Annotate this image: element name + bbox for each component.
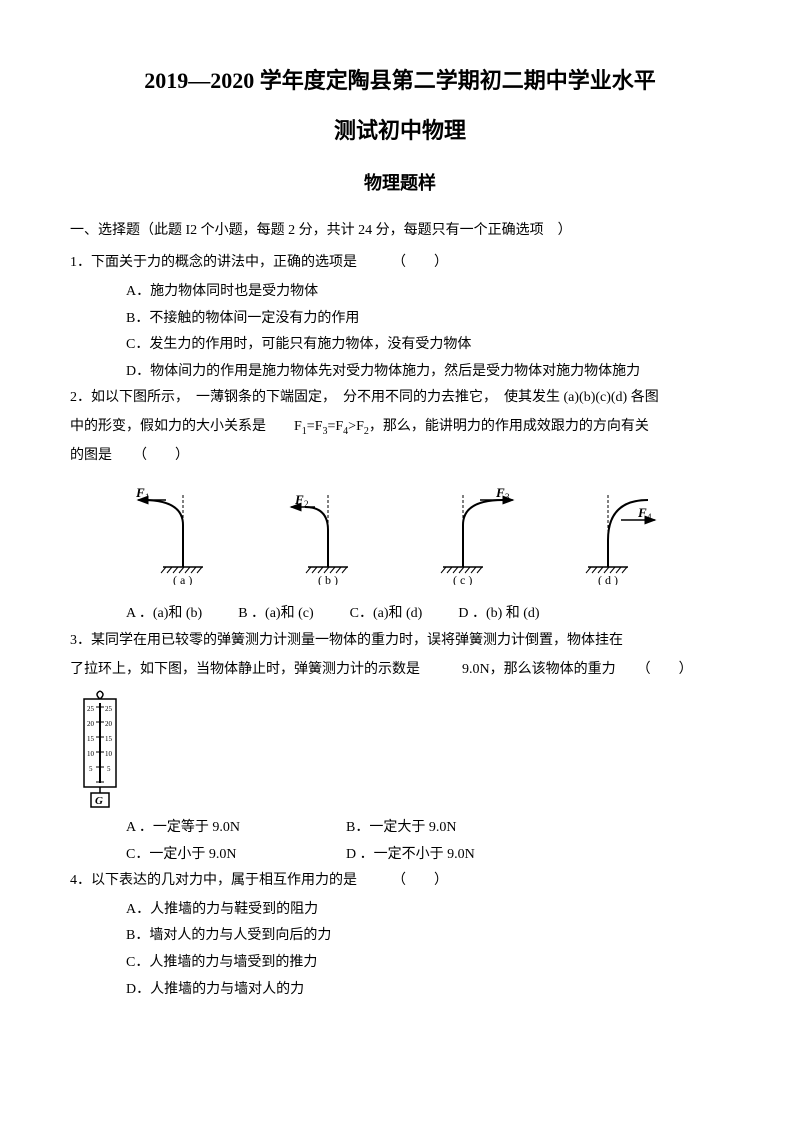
- q2-figure-b: F 2 ( b ): [273, 485, 383, 585]
- svg-text:F: F: [495, 485, 505, 500]
- q3-choice-a: A ．一定等于 9.0N: [126, 815, 346, 842]
- svg-text:F: F: [135, 485, 145, 500]
- svg-text:5: 5: [107, 765, 111, 773]
- svg-text:10: 10: [87, 750, 95, 758]
- q2-stem-2-mid2: =F: [327, 419, 343, 434]
- svg-text:10: 10: [105, 750, 113, 758]
- svg-text:20: 20: [87, 720, 95, 728]
- svg-text:( a ): ( a ): [173, 573, 192, 585]
- q4-choice-a: A．人推墙的力与鞋受到的阻力: [70, 897, 730, 924]
- q2-figure-d: F 4 ( d ): [563, 485, 673, 585]
- q2-figure-a: F 1 ( a ): [128, 485, 238, 585]
- q4-choice-c: C．人推墙的力与墙受到的推力: [70, 950, 730, 977]
- q2-stem-2-pre: 中的形变，假如力的大小关系是 F: [70, 419, 302, 434]
- svg-text:25: 25: [87, 705, 95, 713]
- q2-choice-a: A ．(a)和 (b): [126, 601, 202, 628]
- q2-figures: F 1 ( a ) F 2 ( b ) F 3 ( c ) F 4 (: [70, 475, 730, 595]
- svg-text:( b ): ( b ): [318, 573, 338, 585]
- q1-choice-d: D．物体间力的作用是施力物体先对受力物体施力，然后是受力物体对施力物体施力: [70, 359, 730, 386]
- q1-choice-b: B．不接触的物体间一定没有力的作用: [70, 306, 730, 333]
- svg-text:F: F: [294, 492, 304, 507]
- svg-text:2: 2: [304, 499, 309, 509]
- q4-choice-d: D．人推墙的力与墙对人的力: [70, 977, 730, 1004]
- title-section: 物理题样: [70, 166, 730, 200]
- svg-text:G: G: [95, 795, 103, 807]
- svg-text:20: 20: [105, 720, 113, 728]
- section-1-header: 一、选择题（此题 I2 个小题，每题 2 分，共计 24 分，每题只有一个正确选…: [70, 218, 730, 245]
- svg-text:F: F: [637, 505, 647, 520]
- q3-choice-b: B．一定大于 9.0N: [346, 815, 566, 842]
- svg-text:5: 5: [89, 765, 93, 773]
- svg-text:( d ): ( d ): [598, 573, 618, 585]
- q1-choice-c: C．发生力的作用时，可能只有施力物体，没有受力物体: [70, 332, 730, 359]
- q3-choices-row2: C．一定小于 9.0N D ．一定不小于 9.0N: [70, 842, 730, 869]
- q2-choice-b: B ．(a)和 (c): [238, 601, 313, 628]
- q2-stem-2-mid3: >F: [348, 419, 364, 434]
- svg-text:3: 3: [505, 492, 510, 502]
- svg-text:15: 15: [105, 735, 113, 743]
- q4-choice-b: B．墙对人的力与人受到向后的力: [70, 923, 730, 950]
- title-sub: 测试初中物理: [70, 110, 730, 152]
- q2-stem-line1: 2．如以下图所示， 一薄钢条的下端固定， 分不用不同的力去推它， 使其发生 (a…: [70, 385, 730, 412]
- q4-stem: 4．以下表达的几对力中，属于相互作用力的是 （ ）: [70, 868, 730, 895]
- q2-choices: A ．(a)和 (b) B ．(a)和 (c) C．(a)和 (d) D ．(b…: [70, 601, 730, 628]
- q1-stem: 1．下面关于力的概念的讲法中，正确的选项是 （ ）: [70, 250, 730, 277]
- q1-choice-a: A．施力物体同时也是受力物体: [70, 279, 730, 306]
- q2-stem-line3: 的图是 （ ）: [70, 443, 730, 470]
- q2-stem-2-mid: =F: [307, 419, 323, 434]
- svg-text:4: 4: [647, 512, 652, 522]
- svg-text:1: 1: [145, 492, 150, 502]
- q3-choices-row1: A ．一定等于 9.0N B．一定大于 9.0N: [70, 815, 730, 842]
- q3-stem-line1: 3．某同学在用已较零的弹簧测力计测量一物体的重力时，误将弹簧测力计倒置，物体挂在: [70, 628, 730, 655]
- svg-text:15: 15: [87, 735, 95, 743]
- q2-stem-line2: 中的形变，假如力的大小关系是 F1=F3=F4>F2，那么，能讲明力的作用成效跟…: [70, 414, 730, 441]
- q2-choice-d: D ．(b) 和 (d): [458, 601, 539, 628]
- q2-choice-c: C．(a)和 (d): [350, 601, 423, 628]
- q3-choice-c: C．一定小于 9.0N: [126, 842, 346, 869]
- q3-stem-line2: 了拉环上，如下图，当物体静止时，弹簧测力计的示数是 9.0N，那么该物体的重力 …: [70, 657, 730, 684]
- svg-text:( c ): ( c ): [453, 573, 472, 585]
- q3-choice-d: D ．一定不小于 9.0N: [346, 842, 566, 869]
- title-main: 2019—2020 学年度定陶县第二学期初二期中学业水平: [70, 60, 730, 102]
- q2-figure-c: F 3 ( c ): [418, 485, 528, 585]
- q2-stem-2-post: ，那么，能讲明力的作用成效跟力的方向有关: [369, 419, 649, 434]
- q3-figure: 25 25 20 20 15 15 10 10 5 5 G: [70, 689, 730, 809]
- svg-text:25: 25: [105, 705, 113, 713]
